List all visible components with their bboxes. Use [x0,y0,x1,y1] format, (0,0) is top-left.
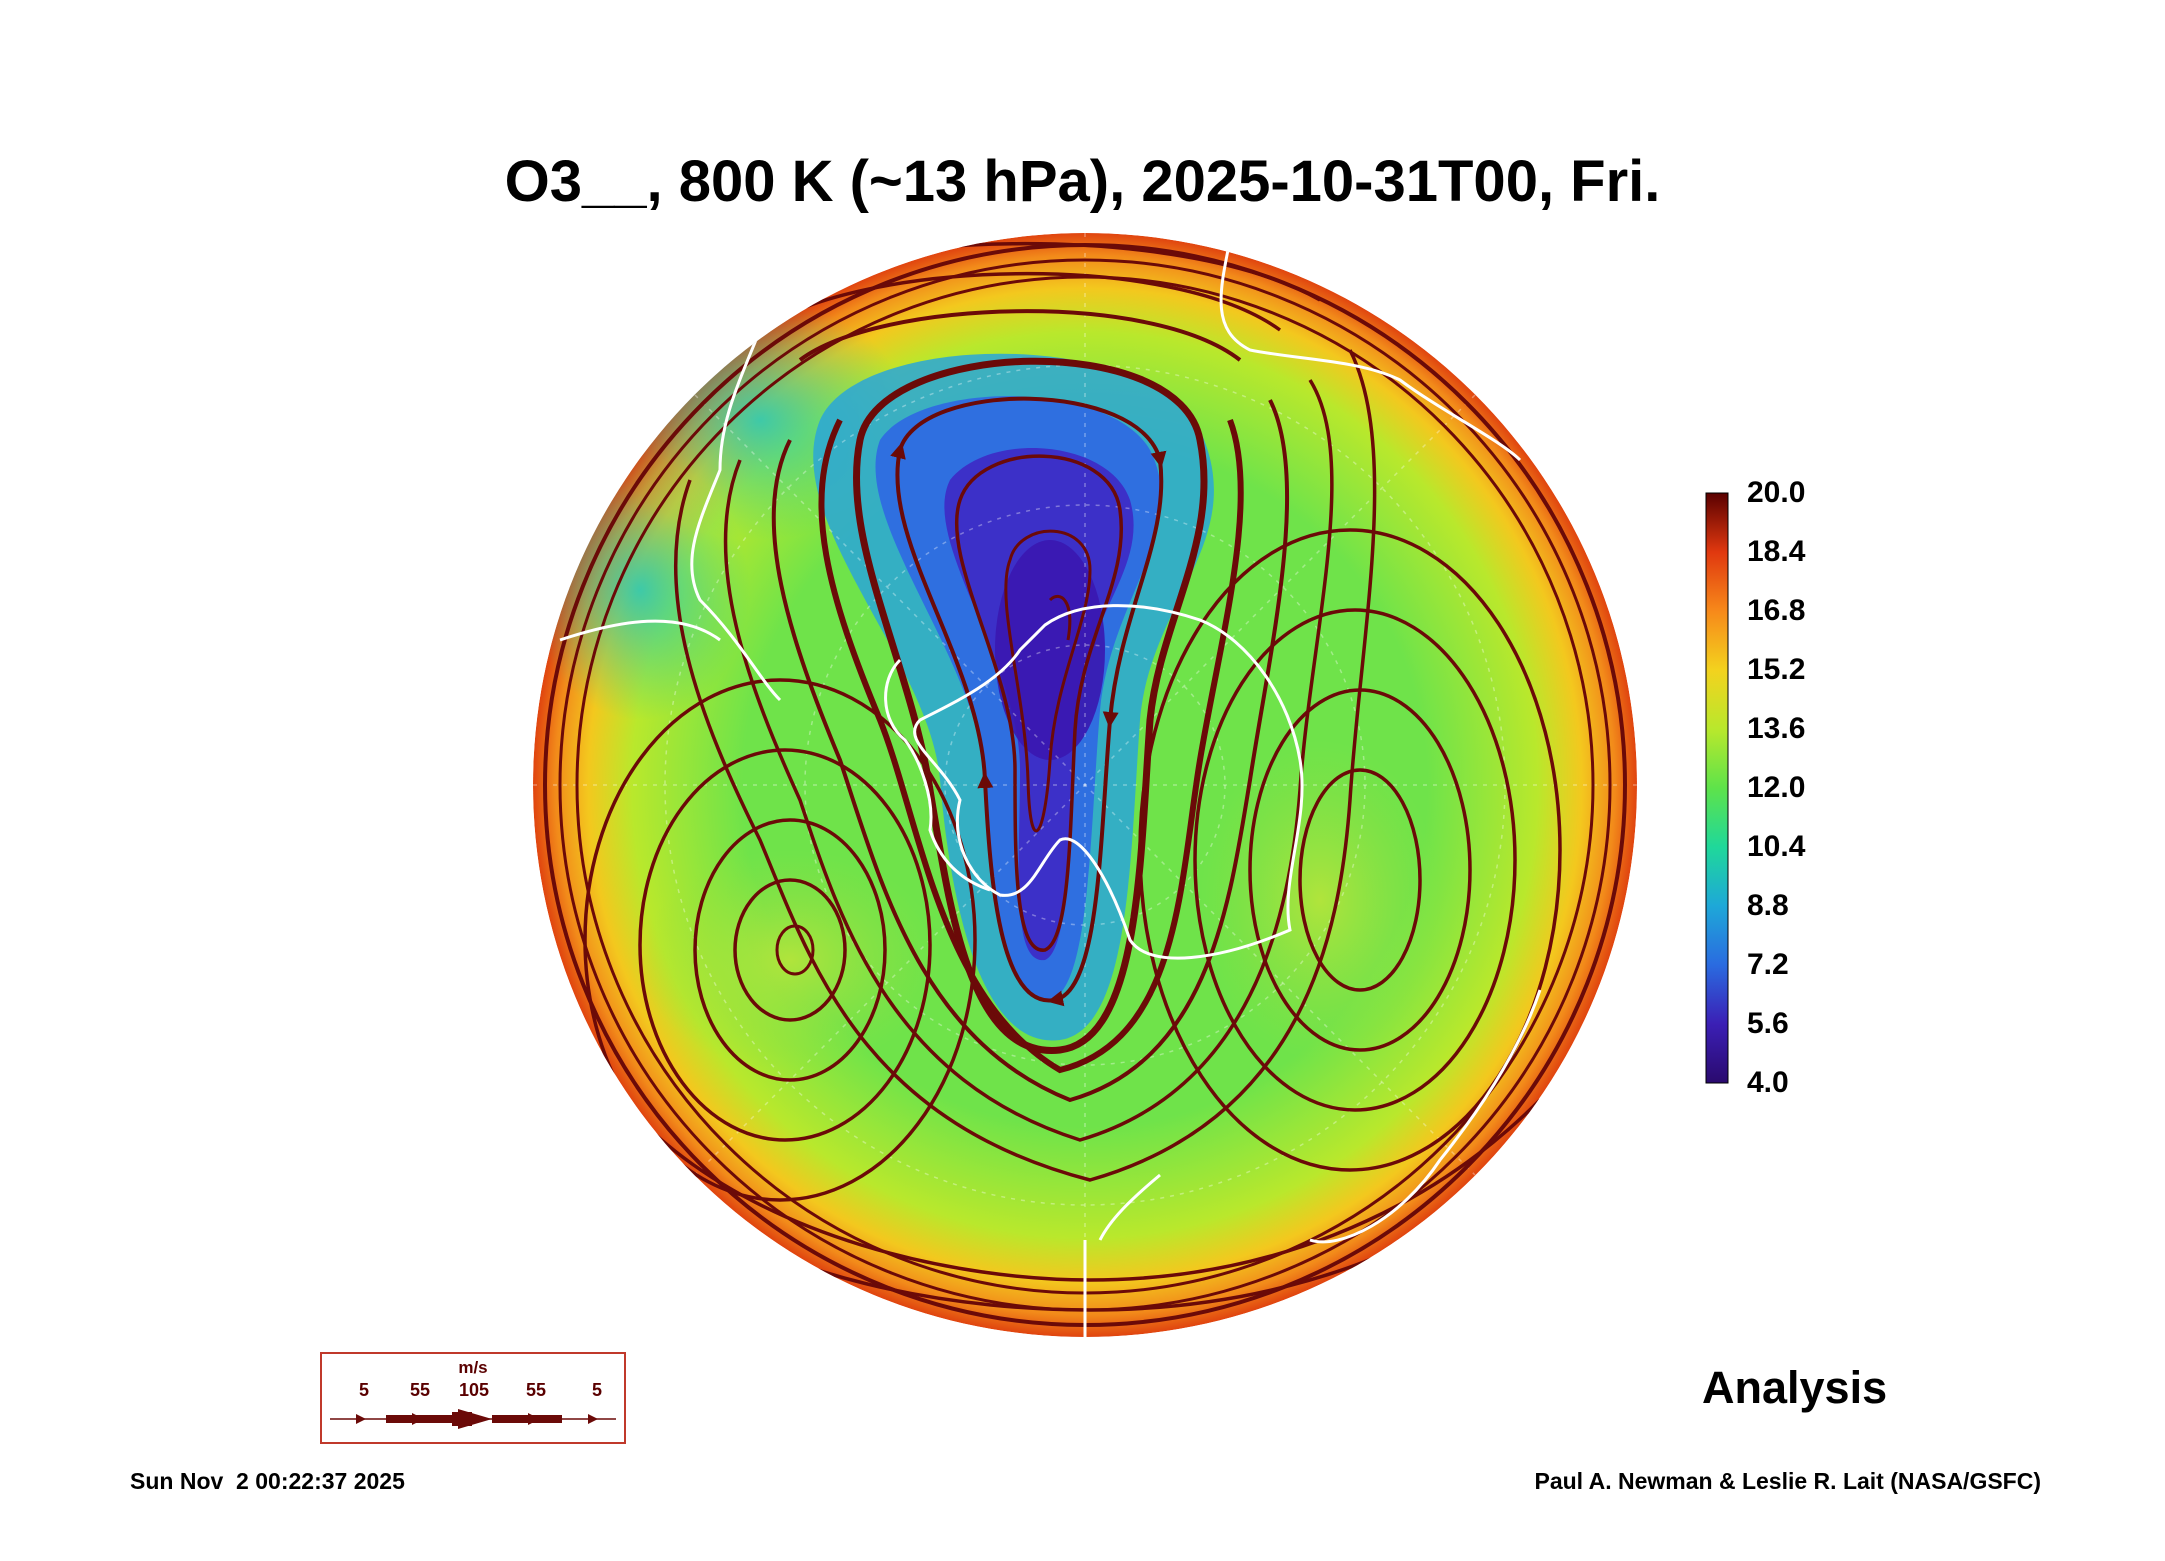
colorbar-label: 12.0 [1747,771,1806,804]
wind-legend-arrow-icon [330,1409,616,1429]
colorbar-label: 18.4 [1747,535,1806,568]
wind-legend-tick: 55 [525,1380,547,1400]
colorbar-label: 20.0 [1747,476,1806,509]
colorbar-label: 15.2 [1747,653,1806,686]
credit-footer: Paul A. Newman & Leslie R. Lait (NASA/GS… [1534,1468,2041,1494]
wind-legend-tick: 105 [458,1380,490,1400]
colorbar-label: 7.2 [1747,948,1789,981]
colorbar-label: 16.8 [1747,594,1806,627]
timestamp-footer: Sun Nov 2 00:22:37 2025 [130,1468,405,1494]
wind-speed-legend: m/s 5 55 105 55 5 [320,1352,626,1444]
streamlines [543,242,1627,1327]
analysis-label: Analysis [1702,1362,1888,1413]
colorbar-label: 10.4 [1747,830,1806,863]
colorbar-label: 13.6 [1747,712,1806,745]
wind-legend-tick: 55 [409,1380,431,1400]
colorbar-label: 8.8 [1747,889,1789,922]
wind-legend-unit: m/s [458,1358,488,1377]
wind-legend-tick: 5 [591,1380,603,1400]
colorbar-label: 5.6 [1747,1007,1789,1040]
wind-legend-tick: 5 [358,1380,370,1400]
colorbar-label: 4.0 [1747,1066,1789,1099]
coastlines [559,239,1542,1337]
map-title: O3__, 800 K (~13 hPa), 2025-10-31T00, Fr… [504,149,1661,214]
colorbar [1705,492,1729,1084]
